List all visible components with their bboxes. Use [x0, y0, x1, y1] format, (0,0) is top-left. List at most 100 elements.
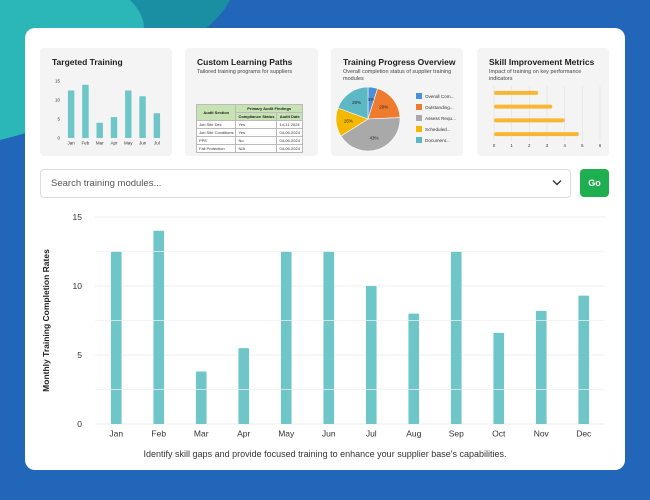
bar — [195, 371, 207, 424]
bar — [494, 132, 579, 137]
pie-slice — [340, 117, 401, 152]
table-cell: Fall Protection — [195, 144, 237, 153]
x-tick-label: Jun — [139, 141, 147, 146]
bar — [125, 90, 132, 138]
y-tick-label: 10 — [73, 281, 83, 291]
bar — [67, 90, 75, 138]
x-tick-label: 6 — [599, 143, 602, 148]
bar — [110, 251, 122, 424]
y-tick-label: 15 — [73, 212, 83, 222]
targeted-training-title: Targeted Training — [52, 57, 123, 67]
skills-subtitle: Impact of training on key performance in… — [489, 69, 582, 82]
bar — [96, 122, 103, 138]
x-tick-label: Apr — [237, 429, 250, 439]
legend-swatch — [416, 126, 422, 132]
targeted-training-card: Targeted Training 0 5 10 15 Jan Feb Mar Apr May J… — [40, 48, 172, 156]
y-tick-label: 0 — [57, 136, 60, 141]
x-tick-label: Jul — [366, 429, 377, 439]
audit-section-header: Audit Section — [195, 104, 237, 121]
custom-learning-paths-card: Custom Learning Paths Tailored training … — [185, 48, 318, 156]
legend-swatch — [416, 104, 422, 110]
legend-swatch — [416, 93, 422, 99]
dashboard-panel: Targeted Training 0 5 10 15 Jan Feb Mar Apr May J… — [25, 28, 625, 470]
bar — [238, 348, 250, 424]
y-tick-label: 5 — [57, 117, 60, 122]
bar — [280, 251, 292, 424]
x-tick-label: May — [278, 429, 295, 439]
chevron-down-icon[interactable] — [552, 179, 562, 187]
slice-label: 20% — [379, 104, 388, 109]
table-cell: Yes — [235, 120, 278, 129]
x-tick-label: Feb — [151, 429, 166, 439]
legend-label: Assess Requ... — [425, 116, 456, 121]
x-tick-label: 2 — [528, 143, 531, 148]
audit-group-header: Primary Audit Findings — [235, 104, 303, 113]
x-tick-label: 5 — [581, 143, 584, 148]
y-tick-label: 15 — [55, 79, 61, 84]
table-cell: Yes — [235, 128, 278, 137]
bar — [494, 90, 539, 95]
progress-title: Training Progress Overview — [343, 57, 456, 67]
x-tick-label: Mar — [194, 429, 209, 439]
skills-title: Skill Improvement Metrics — [489, 57, 595, 67]
training-progress-card: Training Progress Overview Overall compl… — [331, 48, 463, 156]
x-tick-label: Jan — [68, 141, 76, 146]
x-tick-label: Nov — [534, 429, 550, 439]
y-tick-label: 10 — [55, 98, 61, 103]
x-tick-label: Jan — [109, 429, 123, 439]
legend-label: Outstanding... — [425, 105, 454, 110]
slice-label: 5% — [368, 97, 375, 102]
x-tick-label: 0 — [493, 143, 496, 148]
custom-paths-title: Custom Learning Paths — [197, 57, 293, 67]
table-cell: PPE — [195, 136, 237, 145]
go-button[interactable]: Go — [580, 169, 609, 197]
x-tick-label: Apr — [110, 141, 118, 146]
monthly-completion-chart: 0 5 10 15 Jan Feb Mar Apr May Jun Jul Aug Sep Oct Nov D… — [41, 212, 605, 439]
search-dropdown[interactable]: Search training modules... — [40, 169, 571, 198]
table-cell: 04-06-2024 — [276, 136, 303, 145]
skill-metrics-card: Skill Improvement Metrics Impact of trai… — [477, 48, 609, 156]
table-cell: No — [235, 136, 278, 145]
bar — [493, 332, 505, 424]
slice-label: 15% — [344, 119, 353, 124]
table-row: Job Site Conditions Yes 04-06-2024 — [195, 128, 303, 137]
bar — [494, 104, 553, 109]
skill-bar-chart: 0 1 2 3 4 5 6 — [493, 86, 602, 148]
x-tick-label: Sep — [449, 429, 464, 439]
table-row: Fall Protection N/A 04-06-2024 — [195, 144, 303, 153]
y-tick-label: 0 — [77, 419, 82, 429]
audit-table: Audit Section Primary Audit Findings Com… — [195, 104, 303, 153]
bar — [110, 117, 118, 138]
table-row: PPE No 04-06-2024 — [195, 136, 303, 145]
x-tick-label: Jul — [154, 141, 160, 146]
bar — [535, 310, 547, 424]
bar — [153, 113, 161, 138]
bar — [365, 286, 377, 424]
table-cell: N/A — [235, 144, 278, 153]
slice-label: 20% — [352, 100, 361, 105]
legend-label: Overall Com... — [425, 94, 454, 99]
progress-subtitle: Overall completion status of supplier tr… — [343, 69, 452, 82]
legend-swatch — [416, 115, 422, 121]
progress-pie-chart: 5% 20% 43% 15% 20% Overall Com... Outstanding.… — [335, 86, 456, 152]
table-cell: 04-06-2024 — [276, 128, 303, 137]
search-placeholder: Search training modules... — [51, 178, 162, 189]
bar — [82, 84, 89, 138]
x-tick-label: Dec — [576, 429, 592, 439]
legend-swatch — [416, 137, 422, 143]
bar — [408, 313, 420, 424]
x-tick-label: Aug — [406, 429, 421, 439]
custom-paths-subtitle: Tailored training programs for suppliers — [197, 69, 293, 75]
bar — [450, 251, 462, 424]
y-tick-label: 5 — [77, 350, 82, 360]
table-cell: 14-11-2024 — [276, 120, 303, 129]
x-tick-label: 3 — [546, 143, 549, 148]
bar — [494, 118, 565, 123]
x-tick-label: 4 — [563, 143, 566, 148]
x-tick-label: May — [124, 141, 133, 146]
pie-slice — [337, 86, 369, 120]
x-tick-label: Jun — [322, 429, 336, 439]
legend-label: Scheduled... — [425, 127, 451, 132]
y-axis-label: Monthly Training Completion Rates — [41, 249, 51, 392]
audit-date-header: Audit Date — [276, 112, 303, 121]
